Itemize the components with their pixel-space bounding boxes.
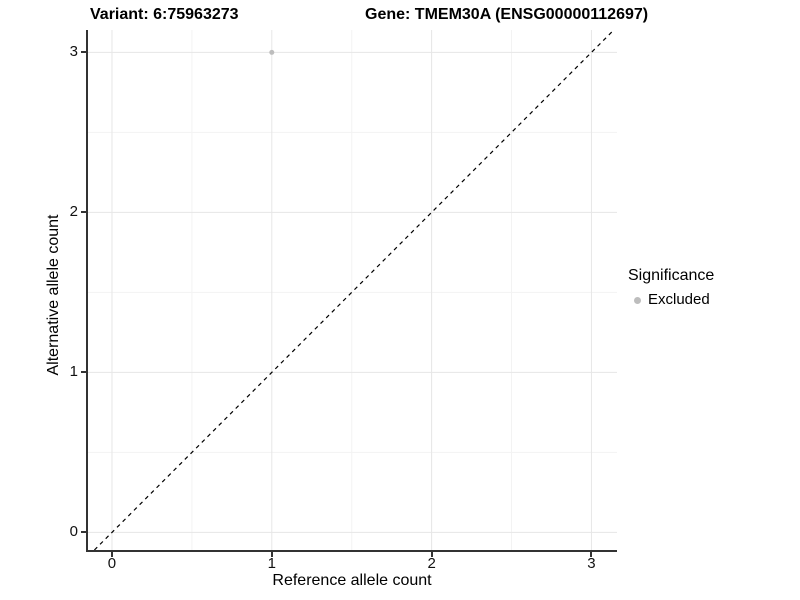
identity-line <box>93 30 615 550</box>
x-tick-mark <box>590 552 593 557</box>
x-tick-label: 0 <box>107 555 117 572</box>
plot-panel <box>88 30 617 550</box>
y-tick-label: 0 <box>69 523 78 541</box>
data-point-excluded <box>269 49 275 55</box>
plot-canvas <box>88 30 617 550</box>
x-tick-label: 1 <box>267 555 276 572</box>
y-tick-mark <box>81 211 86 214</box>
x-axis-line <box>86 550 617 552</box>
legend: Significance Excluded <box>628 266 714 309</box>
legend-item-label: Excluded <box>648 291 710 308</box>
y-tick-mark <box>81 51 86 54</box>
y-axis-line <box>86 30 88 552</box>
x-tick-mark <box>270 552 273 557</box>
gene-title: Gene: TMEM30A (ENSG00000112697) <box>365 6 649 23</box>
x-axis-title: Reference allele count <box>272 572 432 589</box>
legend-item-excluded: Excluded <box>628 291 714 309</box>
x-tick-label: 3 <box>587 555 596 572</box>
variant-title: Variant: 6:75963273 <box>90 6 239 23</box>
x-tick-mark <box>110 552 113 557</box>
x-tick-label: 2 <box>427 555 436 572</box>
x-tick-mark <box>430 552 433 557</box>
y-tick-label: 2 <box>69 203 78 221</box>
y-axis-title: Alternative allele count <box>45 214 62 376</box>
y-tick-mark <box>81 371 86 374</box>
legend-title: Significance <box>628 267 715 284</box>
legend-dot-excluded-icon <box>634 296 641 304</box>
y-tick-mark <box>81 531 86 534</box>
y-tick-label: 1 <box>69 363 78 381</box>
y-tick-label: 3 <box>69 43 78 61</box>
